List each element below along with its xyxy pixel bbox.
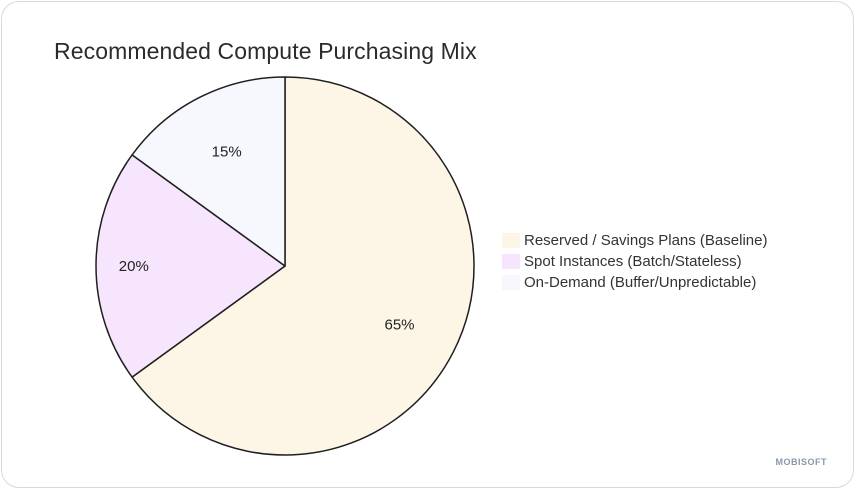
legend-label-reserved: Reserved / Savings Plans (Baseline) [524,232,768,249]
chart-title: Recommended Compute Purchasing Mix [54,38,477,64]
legend-item-on-demand[interactable]: On-Demand (Buffer/Unpredictable) [502,272,767,293]
data-label-spot: 20% [119,258,149,275]
legend-swatch-on-demand [502,275,520,290]
legend-item-reserved[interactable]: Reserved / Savings Plans (Baseline) [502,230,767,251]
pie-slice-reserved[interactable] [131,76,475,456]
pie-slice-on-demand[interactable] [131,76,286,267]
data-label-reserved: 65% [384,316,414,333]
legend: Reserved / Savings Plans (Baseline) Spot… [502,230,767,293]
legend-item-spot[interactable]: Spot Instances (Batch/Stateless) [502,251,767,272]
legend-swatch-reserved [502,233,520,248]
legend-label-spot: Spot Instances (Batch/Stateless) [524,253,742,270]
brand-watermark: MOBISOFT [775,457,827,467]
data-label-on-demand: 15% [212,144,242,161]
legend-swatch-spot [502,254,520,269]
pie-slice-spot[interactable] [95,154,286,378]
legend-label-on-demand: On-Demand (Buffer/Unpredictable) [524,274,757,291]
